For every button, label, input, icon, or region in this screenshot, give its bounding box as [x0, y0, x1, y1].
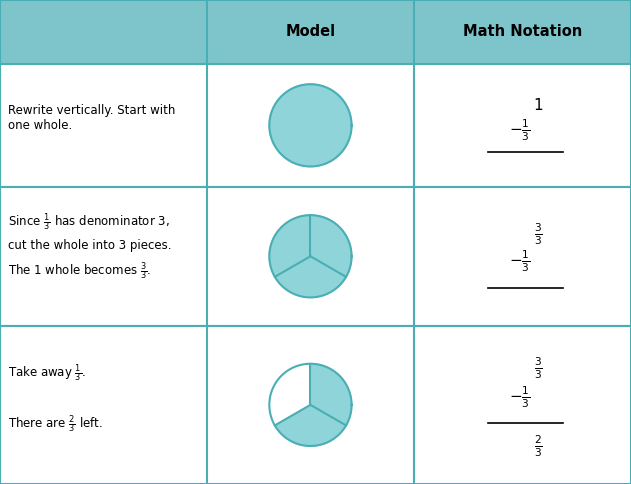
Bar: [0, 0, 631, 64]
Polygon shape: [310, 215, 351, 277]
Text: There are $\frac{2}{3}$ left.: There are $\frac{2}{3}$ left.: [8, 413, 102, 435]
Text: $\frac{3}{3}$: $\frac{3}{3}$: [534, 222, 543, 247]
Text: Take away $\frac{1}{3}$.: Take away $\frac{1}{3}$.: [8, 363, 86, 384]
Text: $-\frac{1}{3}$: $-\frac{1}{3}$: [509, 118, 530, 143]
Text: $\frac{3}{3}$: $\frac{3}{3}$: [534, 356, 543, 381]
Text: 1: 1: [533, 99, 543, 113]
Text: Rewrite vertically. Start with
one whole.: Rewrite vertically. Start with one whole…: [8, 104, 175, 132]
Text: $-\frac{1}{3}$: $-\frac{1}{3}$: [509, 248, 530, 274]
Text: Model: Model: [285, 25, 336, 39]
Polygon shape: [275, 257, 346, 297]
Bar: [0, 187, 631, 326]
Text: Since $\frac{1}{3}$ has denominator 3,
cut the whole into 3 pieces.
The 1 whole : Since $\frac{1}{3}$ has denominator 3, c…: [8, 211, 171, 282]
Bar: [0, 326, 631, 484]
Polygon shape: [269, 84, 351, 166]
Text: $\frac{2}{3}$: $\frac{2}{3}$: [534, 433, 543, 459]
Polygon shape: [310, 364, 351, 425]
Polygon shape: [269, 364, 310, 425]
Polygon shape: [269, 215, 310, 277]
Text: $-\frac{1}{3}$: $-\frac{1}{3}$: [509, 385, 530, 410]
Bar: [0, 64, 631, 187]
Polygon shape: [275, 405, 346, 446]
Text: Math Notation: Math Notation: [463, 25, 582, 39]
